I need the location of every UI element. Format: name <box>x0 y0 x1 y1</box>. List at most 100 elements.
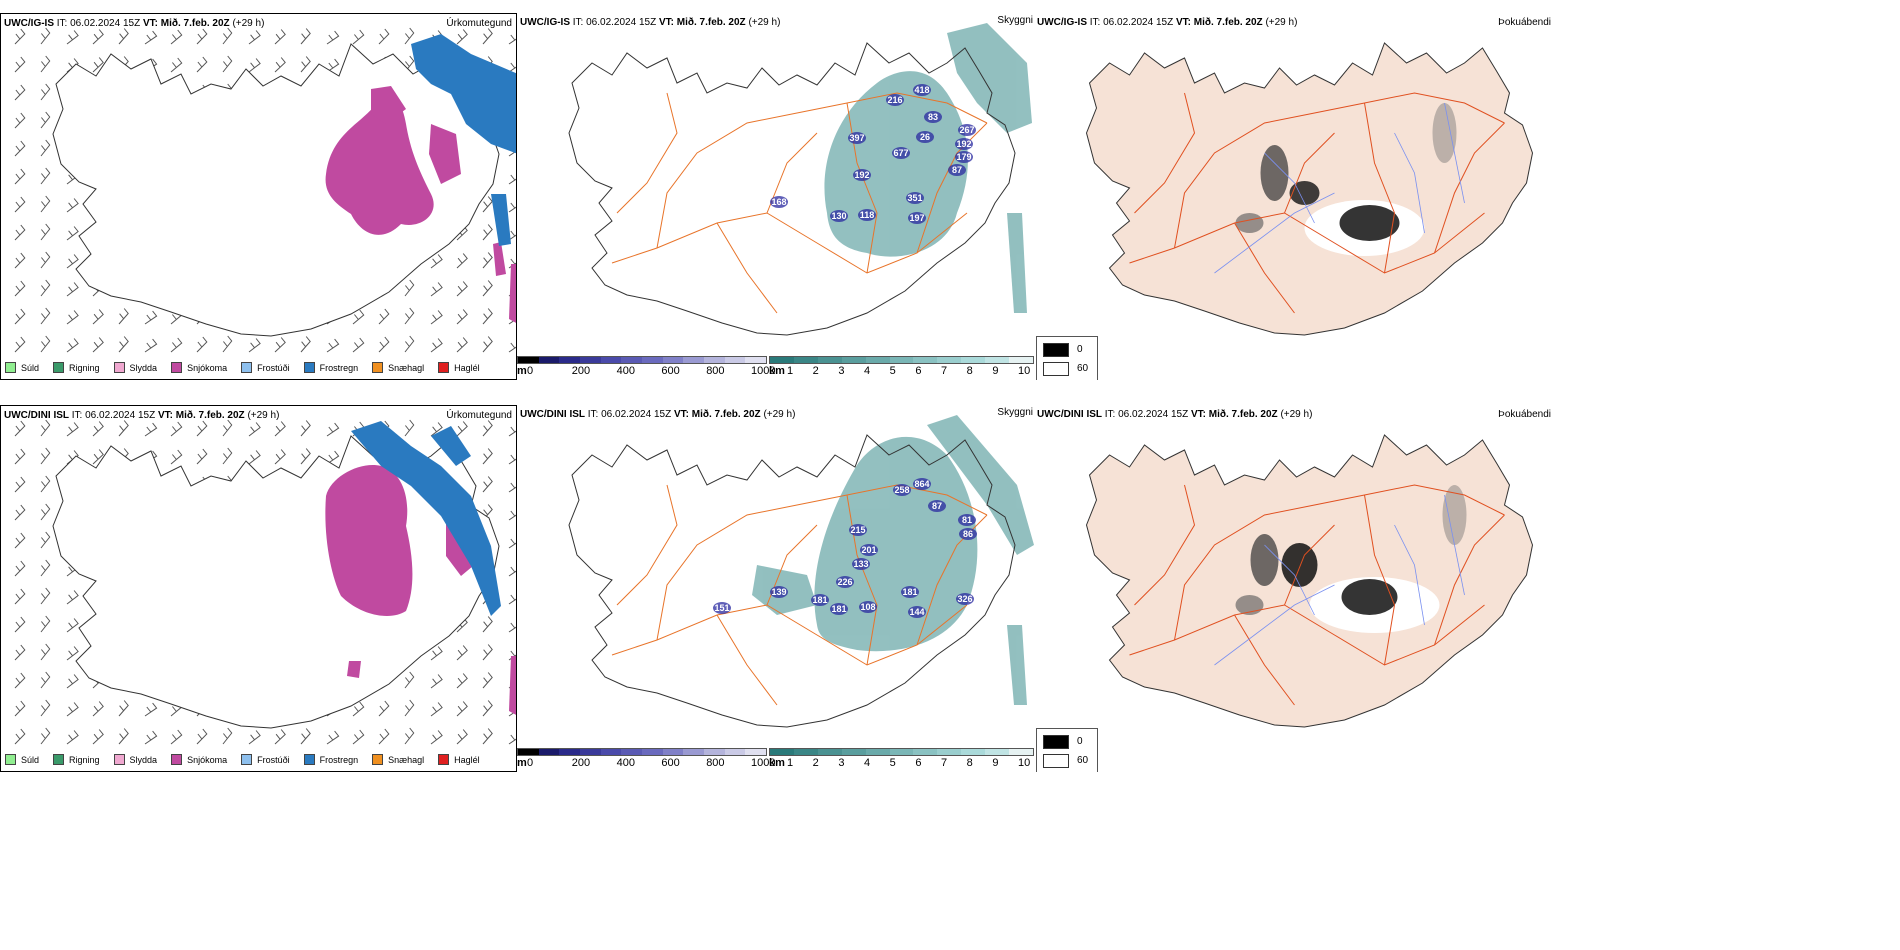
colorbar-segment <box>913 749 938 755</box>
wind-barb <box>170 29 183 45</box>
wind-barb <box>508 734 516 745</box>
wind-barb <box>482 420 493 437</box>
wind-barb <box>456 645 468 661</box>
road-line <box>766 132 818 214</box>
wind-barb <box>14 168 26 185</box>
visibility-value: 130 <box>831 211 846 221</box>
fog-map-1 <box>1085 42 1534 336</box>
low-cloud-area <box>830 210 848 222</box>
wind-barb <box>40 111 51 129</box>
legend-item: Slydda <box>113 754 157 765</box>
wind-barb <box>40 55 51 73</box>
ceiling-colorbar: m 0 200 400 600 800 1000 <box>517 748 775 772</box>
wind-barb <box>508 34 516 45</box>
wind-barb <box>430 422 443 437</box>
wind-barb <box>40 335 51 353</box>
wind-barb <box>222 727 233 745</box>
fog-legend: 0 60 <box>1036 728 1098 772</box>
panel-header: UWC/DINI ISL IT: 06.02.2024 15Z VT: Mið.… <box>520 409 796 420</box>
low-cloud-area <box>858 209 876 221</box>
low-cloud-area <box>959 528 977 540</box>
fog-areas <box>1235 485 1467 633</box>
wind-barb <box>430 702 443 717</box>
wind-barb <box>482 700 493 717</box>
wind-barb <box>222 27 233 45</box>
road-line <box>1434 122 1505 254</box>
visibility-value: 201 <box>861 545 876 555</box>
colorbar-tick: 400 <box>616 757 635 769</box>
visibility-value: 87 <box>952 165 962 175</box>
colorbar-tick: 1 <box>787 757 794 769</box>
legend-item: Frostregn <box>303 754 358 765</box>
wind-barb <box>40 279 51 297</box>
fog-title: Þokuábendi <box>1498 409 1551 420</box>
visibility-value: 216 <box>887 95 902 105</box>
colorbar-tick: 5 <box>889 757 896 769</box>
wind-barb <box>66 338 79 353</box>
wind-barb <box>482 224 493 241</box>
fog-dark-swatch <box>1043 735 1069 749</box>
wind-barb <box>40 223 51 241</box>
wind-barb <box>92 57 104 73</box>
legend-swatch <box>113 362 125 373</box>
colorbar-tick: 1000 <box>751 757 776 769</box>
wind-barb <box>170 449 183 465</box>
wind-barb <box>14 532 26 549</box>
river-line <box>1444 494 1465 596</box>
roads <box>1129 484 1505 706</box>
wind-barb <box>66 226 79 241</box>
legend-label: Súld <box>21 754 40 765</box>
wind-barb <box>352 337 365 353</box>
low-cloud-area <box>916 131 934 143</box>
panel-header: UWC/IG-IS IT: 06.02.2024 15Z VT: Mið. 7.… <box>1037 17 1298 28</box>
wind-barb <box>40 559 51 577</box>
wind-barb <box>118 308 129 325</box>
wind-barb <box>378 28 390 45</box>
legend-item: Haglél <box>438 754 480 765</box>
colorbar-segment <box>770 357 794 363</box>
precip-panel-2: UWC/DINI ISL IT: 06.02.2024 15Z VT: Mið.… <box>0 405 517 772</box>
wind-barb <box>14 728 26 745</box>
wind-barb <box>14 84 26 101</box>
wind-barb <box>66 422 79 437</box>
low-cloud-area <box>955 151 973 163</box>
visibility-value: 26 <box>920 132 930 142</box>
wind-barb <box>14 280 26 297</box>
low-cloud-area <box>958 124 976 136</box>
wind-barb <box>482 308 493 325</box>
visibility-value: 118 <box>860 210 875 220</box>
legend-swatch <box>372 362 384 373</box>
legend-item: Súld <box>5 754 39 765</box>
roads <box>611 92 988 314</box>
fog-light-label: 60 <box>1077 363 1089 374</box>
wind-barb <box>482 28 493 45</box>
colorbar-segment <box>724 357 746 363</box>
wind-barb <box>40 503 51 521</box>
road-line <box>846 494 878 666</box>
wind-barb <box>196 728 208 745</box>
colorbar-segment <box>538 357 560 363</box>
colorbar-tick: 1000 <box>751 365 776 377</box>
iceland-outline <box>568 42 1016 336</box>
colorbar-segment <box>865 749 890 755</box>
colorbar-segment <box>518 749 539 755</box>
wind-barb <box>430 310 443 325</box>
wind-barb <box>326 730 340 745</box>
legend-swatch <box>171 754 183 765</box>
road-line <box>616 484 678 606</box>
wind-barb <box>274 421 286 437</box>
wind-barb <box>170 57 183 73</box>
wind-barb <box>508 202 516 213</box>
legend-label: Haglél <box>454 362 480 373</box>
colorbar-tick: 10 <box>1018 365 1031 377</box>
wind-barb <box>118 336 129 353</box>
colorbar-segment <box>889 357 914 363</box>
road-line <box>1134 484 1196 606</box>
legend-swatch <box>303 362 315 373</box>
wind-barb <box>170 421 183 437</box>
legend-label: Frostúði <box>257 362 290 373</box>
visibility-value: 81 <box>962 515 972 525</box>
wind-barb <box>274 729 286 745</box>
visibility-value: 108 <box>860 602 875 612</box>
